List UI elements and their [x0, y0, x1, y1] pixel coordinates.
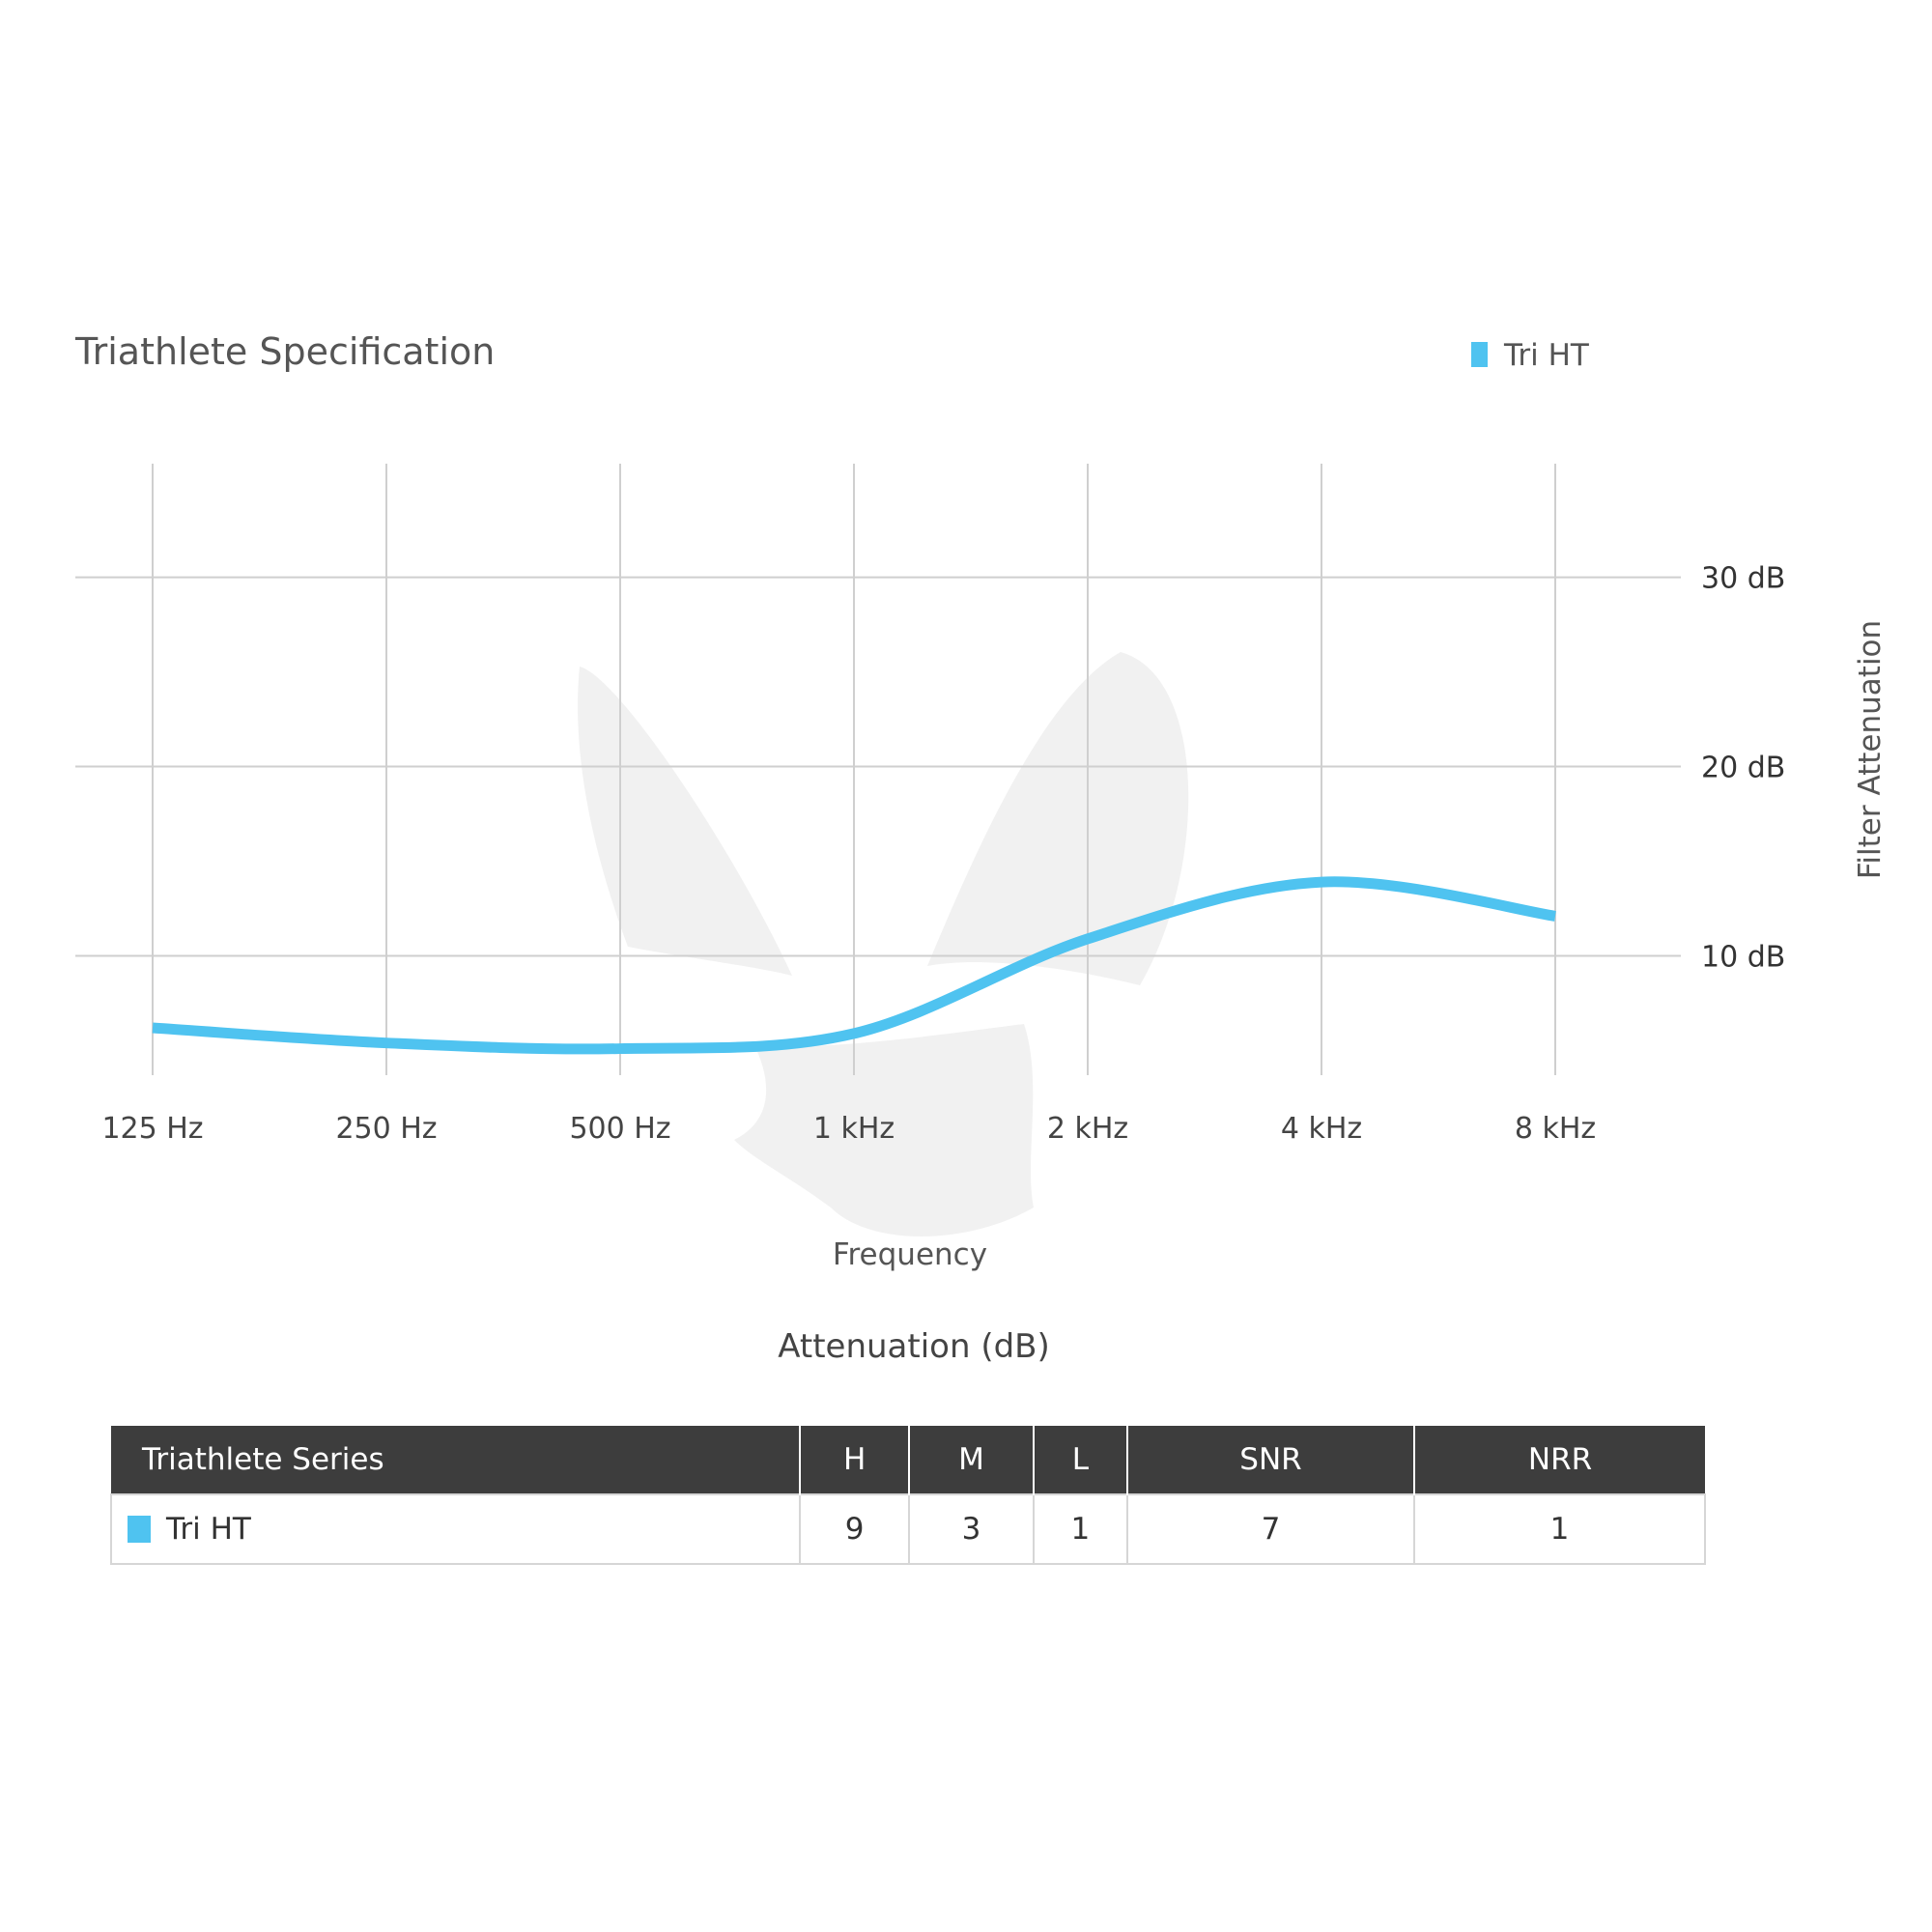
table-header-cell: NRR	[1414, 1426, 1705, 1494]
chart-caption: Attenuation (dB)	[778, 1327, 1050, 1366]
table-header-cell: H	[800, 1426, 911, 1494]
y-axis-label: Filter Attenuation	[1853, 620, 1888, 879]
x-tick-label: 2 kHz	[1047, 1112, 1128, 1146]
y-tick-label: 10 dB	[1701, 941, 1785, 975]
x-tick-label: 500 Hz	[569, 1112, 670, 1146]
legend: Tri HT	[1471, 338, 1590, 373]
x-tick-label: 1 kHz	[813, 1112, 895, 1146]
table-header-cell: SNR	[1126, 1426, 1416, 1494]
series-lines	[152, 876, 1556, 1055]
legend-swatch	[1471, 342, 1488, 367]
x-tick-label: 250 Hz	[335, 1112, 437, 1146]
table-cell-series: Tri HT	[110, 1493, 801, 1565]
table-header-cell: Triathlete Series	[111, 1426, 801, 1494]
grid	[75, 464, 1681, 1075]
y-tick-label: 20 dB	[1701, 752, 1785, 785]
y-tick-labels: 10 dB 20 dB 30 dB	[1701, 562, 1785, 975]
table-cell: 1	[1032, 1493, 1128, 1565]
table-header-cell: M	[909, 1426, 1035, 1494]
spec-table: Triathlete Series H M L SNR NRR Tri HT 9…	[110, 1426, 1706, 1565]
table-header-cell: L	[1033, 1426, 1128, 1494]
x-tick-label: 4 kHz	[1281, 1112, 1362, 1146]
table-cell: 3	[908, 1493, 1035, 1565]
series-swatch	[128, 1516, 151, 1543]
x-axis-label: Frequency	[833, 1237, 987, 1272]
watermark-logo	[578, 652, 1189, 1236]
table-cell: 9	[798, 1493, 911, 1565]
x-tick-labels: 125 Hz 250 Hz 500 Hz 1 kHz 2 kHz 4 kHz 8 kHz	[101, 1112, 1596, 1146]
x-tick-label: 125 Hz	[101, 1112, 203, 1146]
table-cell: 1	[1413, 1493, 1706, 1565]
series-name: Tri HT	[166, 1512, 251, 1547]
table-cell: 7	[1125, 1493, 1416, 1565]
x-tick-label: 8 kHz	[1515, 1112, 1596, 1146]
table-row: Tri HT 9 3 1 7 1	[110, 1493, 1706, 1565]
chart-title: Triathlete Specification	[74, 330, 495, 373]
table-header-row: Triathlete Series H M L SNR NRR	[111, 1426, 1705, 1494]
legend-label: Tri HT	[1503, 338, 1590, 373]
series-line-tri-ht	[152, 876, 1556, 1055]
y-tick-label: 30 dB	[1701, 562, 1785, 596]
